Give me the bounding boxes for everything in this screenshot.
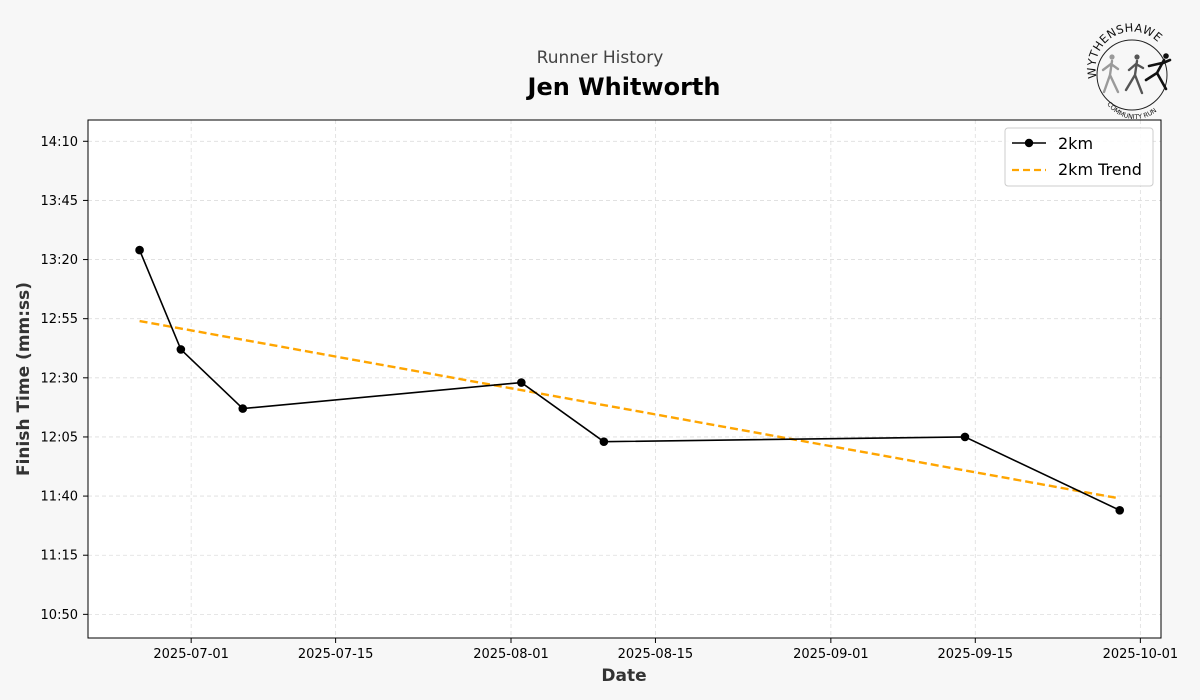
data-point-2km — [960, 432, 970, 442]
y-tick-label: 11:40 — [41, 490, 78, 505]
legend-marker-2km — [1024, 138, 1034, 148]
runner-figure-dark — [1144, 53, 1172, 91]
grid — [88, 120, 1161, 638]
y-axis-label: Finish Time (mm:ss) — [14, 282, 34, 476]
y-tick-label: 12:55 — [41, 312, 78, 327]
x-tick-label: 2025-08-15 — [618, 647, 694, 662]
x-tick-label: 2025-09-15 — [938, 647, 1014, 662]
y-tick-label: 13:20 — [41, 253, 78, 268]
runner-figure-light — [1101, 54, 1120, 94]
x-tick-label: 2025-07-01 — [153, 647, 229, 662]
x-axis-label: Date — [601, 666, 646, 686]
legend: 2km 2km Trend — [1004, 127, 1154, 187]
y-tick-label: 14:10 — [41, 135, 78, 150]
y-tick-label: 10:50 — [41, 608, 78, 623]
legend-label-trend: 2km Trend — [1058, 160, 1142, 179]
logo-name: WYTHENSHAWE — [1084, 20, 1165, 79]
plot-frame — [87, 119, 1162, 639]
data-point-2km — [135, 245, 144, 255]
data-point-2km — [1115, 505, 1125, 515]
trend-line-2km — [139, 319, 1120, 500]
series-layer — [135, 245, 1125, 515]
logo-ring — [1096, 39, 1168, 111]
x-tick-label: 2025-10-01 — [1103, 647, 1179, 662]
logo-tagline: COMMUNITY RUN — [1105, 100, 1158, 121]
x-tick-label: 2025-09-01 — [793, 647, 869, 662]
plot-background — [88, 120, 1161, 638]
tick-layer: 2025-07-01 2025-07-15 2025-08-01 2025-08-15… — [41, 135, 1179, 662]
chart-title: Jen Whitworth — [526, 73, 721, 101]
legend-label-2km: 2km — [1058, 134, 1093, 153]
y-tick-label: 11:15 — [41, 549, 78, 564]
data-point-2km — [599, 437, 609, 446]
y-tick-label: 12:05 — [41, 430, 78, 445]
y-tick-label: 13:45 — [41, 194, 78, 209]
y-tick-label: 12:30 — [41, 371, 78, 386]
wythenshawe-logo: WYTHENSHAWE COMMUNITY RUN — [1084, 20, 1172, 121]
chart-subtitle: Runner History — [537, 48, 664, 68]
x-tick-label: 2025-07-15 — [298, 647, 374, 662]
data-point-2km — [238, 404, 248, 413]
x-tick-label: 2025-08-01 — [473, 647, 549, 662]
runner-figure-mid — [1124, 54, 1145, 95]
data-point-2km — [517, 378, 526, 387]
data-point-2km — [176, 345, 186, 354]
